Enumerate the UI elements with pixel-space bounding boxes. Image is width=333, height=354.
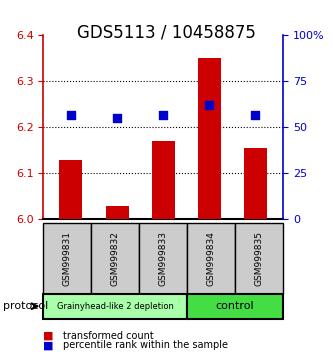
Text: control: control	[216, 301, 254, 311]
Bar	[152, 141, 175, 219]
Text: ■: ■	[43, 331, 54, 341]
Text: GDS5113 / 10458875: GDS5113 / 10458875	[77, 23, 256, 41]
Text: GSM999834: GSM999834	[206, 231, 216, 286]
Point	[68, 112, 74, 118]
Point	[206, 103, 212, 108]
Text: GSM999831: GSM999831	[63, 231, 72, 286]
Text: transformed count: transformed count	[63, 331, 154, 341]
Text: GSM999835: GSM999835	[254, 231, 264, 286]
Point	[115, 115, 120, 121]
Bar	[198, 58, 221, 219]
Text: ■: ■	[43, 340, 54, 350]
Bar	[59, 160, 83, 219]
Point	[161, 112, 166, 118]
Text: GSM999832: GSM999832	[111, 231, 120, 286]
Text: GSM999833: GSM999833	[159, 231, 168, 286]
Point	[253, 112, 258, 118]
Bar	[106, 206, 129, 219]
Text: percentile rank within the sample: percentile rank within the sample	[63, 340, 228, 350]
Bar	[244, 148, 267, 219]
Text: Grainyhead-like 2 depletion: Grainyhead-like 2 depletion	[57, 302, 173, 311]
Text: protocol: protocol	[3, 301, 49, 311]
